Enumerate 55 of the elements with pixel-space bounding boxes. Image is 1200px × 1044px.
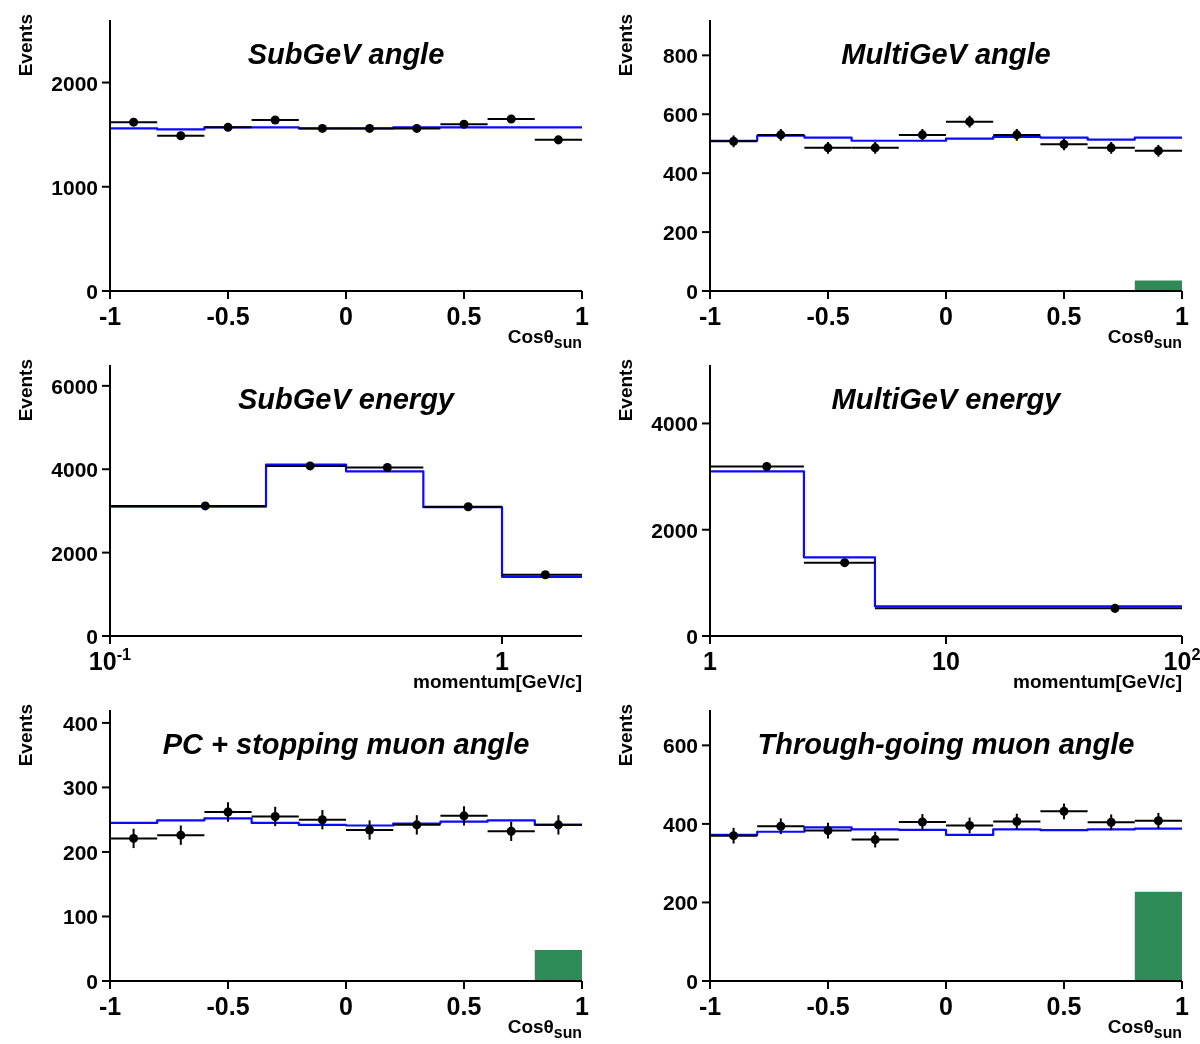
x-tick-label: 0.5 bbox=[1046, 302, 1082, 330]
x-tick-label: -1 bbox=[98, 992, 122, 1020]
y-axis-title: Events bbox=[15, 704, 36, 767]
x-tick-label: 0.5 bbox=[446, 992, 482, 1020]
x-tick-label: -0.5 bbox=[206, 992, 250, 1020]
y-tick-label: 200 bbox=[662, 891, 698, 915]
y-tick-label: 1000 bbox=[51, 175, 98, 199]
y-tick-label: 0 bbox=[86, 625, 98, 648]
y-tick-label: 0 bbox=[686, 280, 698, 303]
y-axis-title: Events bbox=[615, 359, 636, 422]
y-tick-label: 600 bbox=[662, 734, 698, 758]
text: PC + stopping muon angle bbox=[161, 728, 531, 760]
x-tick-label: -0.5 bbox=[206, 302, 250, 330]
y-tick-label: 2000 bbox=[651, 518, 698, 542]
y-tick-label: 4000 bbox=[51, 458, 98, 482]
x-tick-label: 0.5 bbox=[1046, 992, 1082, 1020]
x-tick-label: -1 bbox=[698, 302, 722, 330]
y-tick-label: 0 bbox=[86, 970, 98, 993]
x-tick-label: -0.5 bbox=[806, 992, 850, 1020]
x-tick-label: -1 bbox=[698, 992, 722, 1020]
y-axis-title: Events bbox=[15, 14, 36, 77]
x-tick-label: 0 bbox=[339, 992, 353, 1020]
x-tick-label: 0 bbox=[939, 302, 953, 330]
y-tick-label: 0 bbox=[686, 625, 698, 648]
x-tick-label: 1 bbox=[703, 647, 718, 675]
y-tick-label: 300 bbox=[62, 776, 98, 800]
y-axis-title: Events bbox=[615, 704, 636, 767]
y-tick-label: 100 bbox=[62, 905, 98, 929]
x-tick-label: -0.5 bbox=[806, 302, 850, 330]
text: SubGeV angle bbox=[246, 38, 446, 70]
y-tick-label: 200 bbox=[662, 221, 698, 245]
y-tick-label: 600 bbox=[662, 103, 698, 127]
y-tick-label: 0 bbox=[686, 970, 698, 993]
x-tick-label: -1 bbox=[98, 302, 122, 330]
y-axis-title: Events bbox=[615, 14, 636, 77]
x-tick-label: 0.5 bbox=[446, 302, 482, 330]
y-tick-label: 6000 bbox=[51, 374, 98, 398]
y-tick-label: 800 bbox=[662, 44, 698, 68]
y-tick-label: 400 bbox=[662, 162, 698, 186]
y-axis-title: Events bbox=[15, 359, 36, 422]
text: MultiGeV angle bbox=[840, 38, 1052, 70]
y-tick-label: 0 bbox=[86, 280, 98, 303]
y-tick-label: 2000 bbox=[51, 541, 98, 565]
x-tick-label: 10$^{-1}$ bbox=[88, 645, 132, 675]
x-tick-label: 10 bbox=[932, 647, 960, 675]
y-tick-label: 400 bbox=[662, 812, 698, 836]
text: SubGeV energy bbox=[237, 383, 456, 415]
x-tick-label: 0 bbox=[939, 992, 953, 1020]
y-tick-label: 2000 bbox=[51, 71, 98, 95]
x-tick-label: 0 bbox=[339, 302, 353, 330]
y-tick-label: 400 bbox=[62, 711, 98, 735]
text: MultiGeV energy bbox=[830, 383, 1063, 415]
text: Through-going muon angle bbox=[756, 728, 1136, 760]
y-tick-label: 4000 bbox=[651, 412, 698, 436]
y-tick-label: 200 bbox=[62, 840, 98, 864]
